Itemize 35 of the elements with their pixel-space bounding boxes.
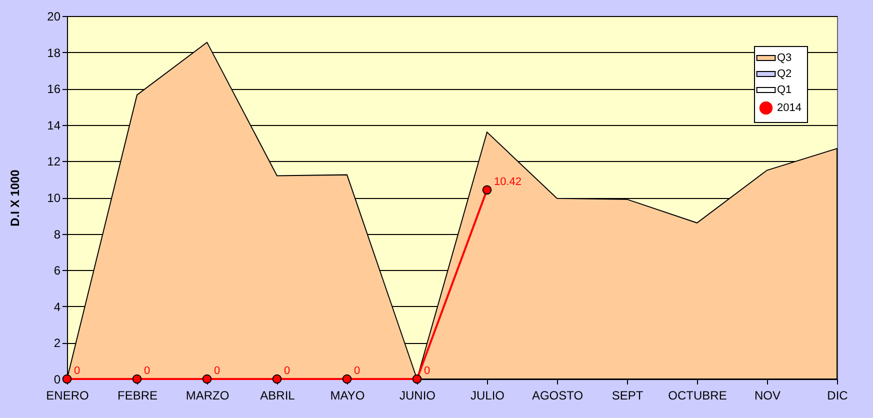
x-tick-label: JULIO (470, 388, 505, 402)
y-tick-label: 4 (54, 300, 61, 314)
y-tick-label: 12 (47, 154, 61, 169)
y-tick-label: 18 (47, 46, 61, 60)
x-tick-label: JUNIO (400, 388, 436, 402)
data-label: 0 (424, 365, 430, 377)
y-axis-title: D.I X 1000 (8, 169, 22, 226)
x-tick-label: ABRIL (260, 388, 296, 402)
data-label: 0 (214, 365, 220, 377)
x-tick-label: AGOSTO (532, 388, 584, 402)
y-tick-label: 14 (47, 118, 61, 132)
data-label: 0 (284, 365, 290, 377)
y-tick-label: 16 (47, 82, 61, 96)
data-label: 0 (144, 365, 150, 377)
x-tick-label: MAYO (330, 388, 365, 402)
x-tick-label: DIC (827, 388, 848, 402)
legend-label: Q1 (777, 84, 792, 96)
x-tick-label: ENERO (46, 388, 89, 402)
data-label: 0 (354, 365, 360, 377)
data-label: 10.42 (494, 176, 522, 188)
legend-label: 2014 (777, 102, 802, 114)
y-tick-label: 2 (54, 336, 61, 350)
legend-label: Q3 (777, 52, 792, 64)
x-tick-label: MARZO (186, 388, 230, 402)
y-tick-label: 10 (47, 191, 61, 205)
x-tick-label: SEPT (612, 388, 644, 402)
legend-label: Q2 (777, 68, 792, 80)
x-tick-label: OCTUBRE (668, 388, 727, 402)
data-label: 0 (74, 365, 80, 377)
x-tick-label: NOV (754, 388, 781, 402)
y-tick-label: 0 (54, 372, 61, 386)
y-tick-label: 6 (54, 264, 61, 278)
y-tick-label: 20 (47, 10, 61, 24)
x-tick-label: FEBRE (117, 388, 158, 402)
y-tick-label: 8 (54, 227, 61, 242)
